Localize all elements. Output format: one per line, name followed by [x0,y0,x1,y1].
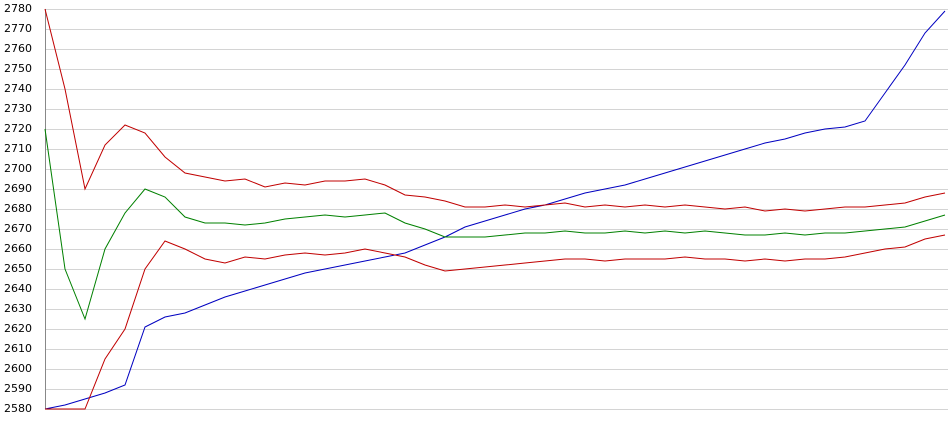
y-tick-label: 2630 [4,302,32,315]
series-line [45,234,946,410]
y-tick-label: 2700 [4,162,32,175]
y-tick-label: 2580 [4,402,32,415]
y-tick-label: 2590 [4,382,32,395]
y-tick-label: 2660 [4,242,32,255]
y-tick-label: 2720 [4,122,32,135]
y-tick-label: 2690 [4,182,32,195]
y-tick-label: 2760 [4,42,32,55]
y-tick-label: 2670 [4,222,32,235]
y-tick-label: 2680 [4,202,32,215]
y-tick-label: 2770 [4,22,32,35]
y-tick-label: 2740 [4,82,32,95]
y-tick-label: 2710 [4,142,32,155]
y-tick-label: 2620 [4,322,32,335]
y-tick-label: 2730 [4,102,32,115]
y-tick-label: 2640 [4,282,32,295]
series-line [44,128,946,321]
y-tick-label: 2750 [4,62,32,75]
series-line [44,10,946,410]
y-tick-label: 2650 [4,262,32,275]
y-tick-label: 2600 [4,362,32,375]
y-tick-label: 2610 [4,342,32,355]
series-line [44,8,946,212]
y-tick-label: 2780 [4,2,32,15]
